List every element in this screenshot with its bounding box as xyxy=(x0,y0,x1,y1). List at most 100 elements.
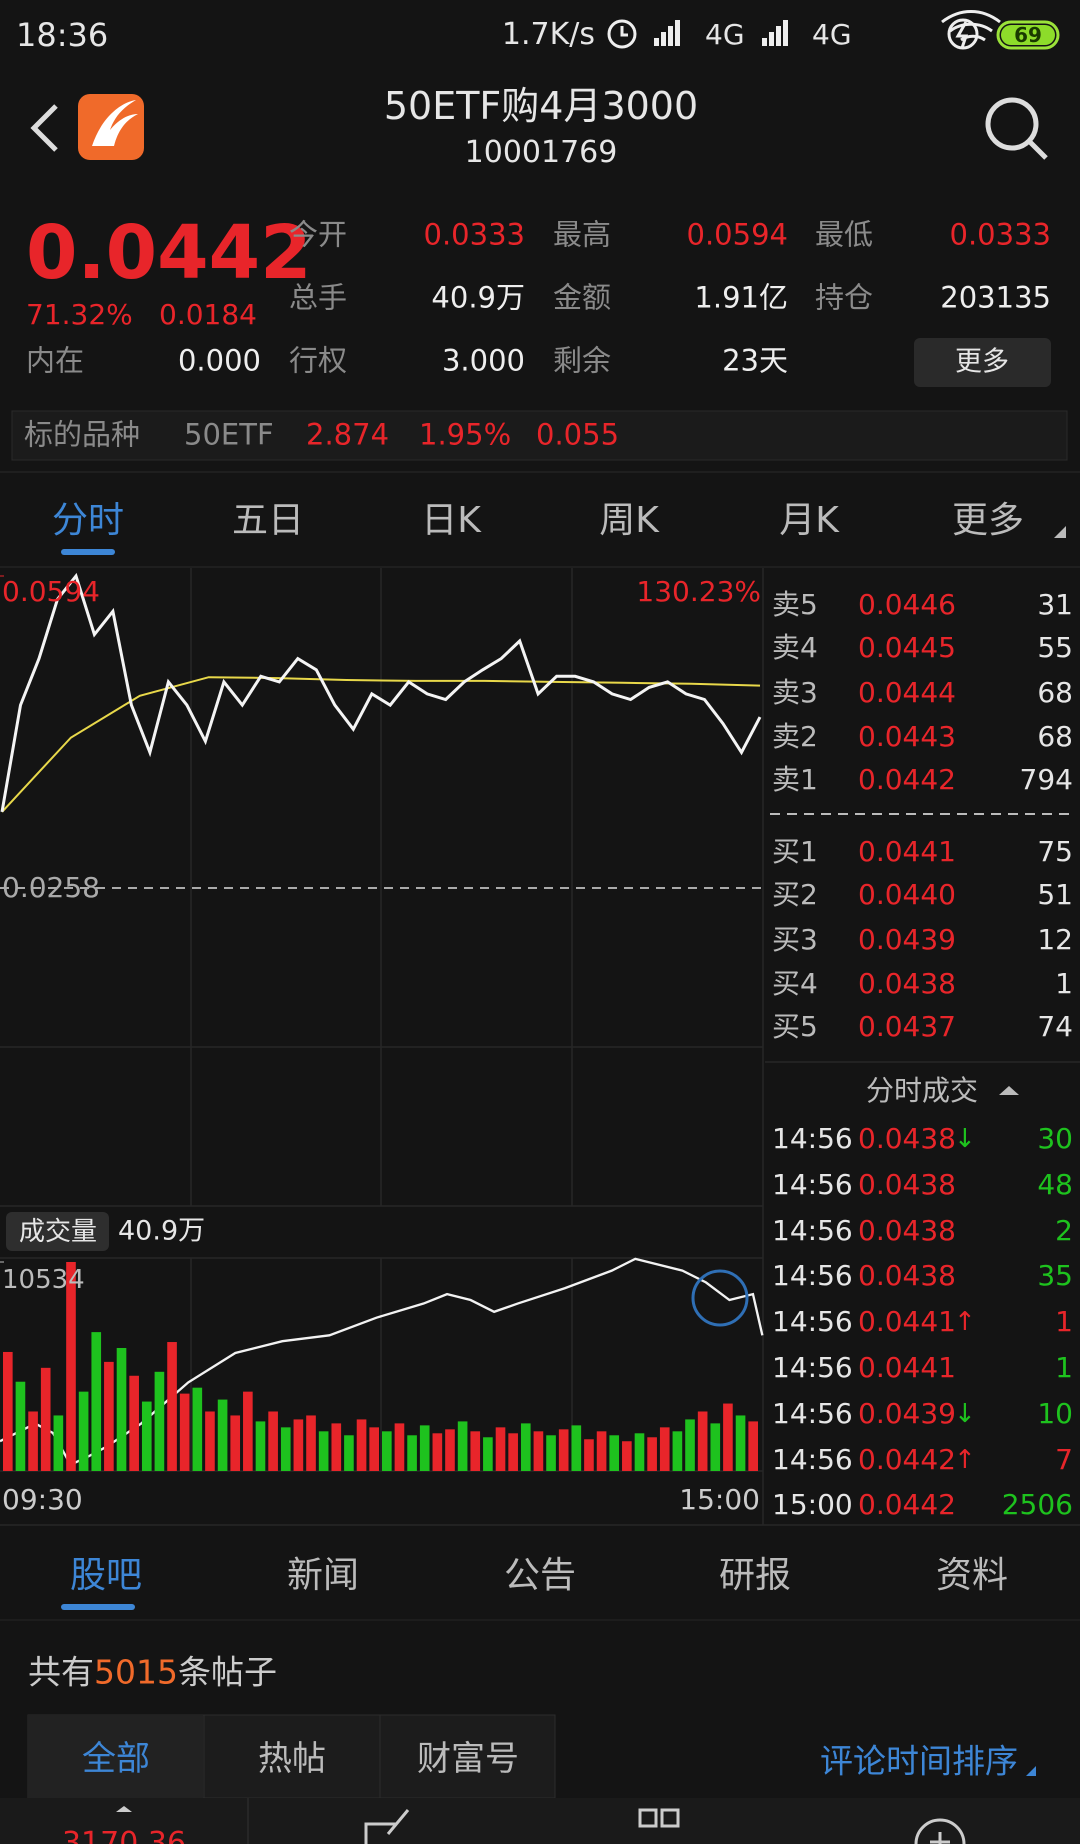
chart-tab[interactable]: 周K xyxy=(599,500,659,541)
volume-bar xyxy=(495,1427,506,1471)
post-count-suffix: 条帖子 xyxy=(178,1652,277,1692)
volume-bar xyxy=(457,1421,468,1471)
trade-qty: 7 xyxy=(1055,1442,1073,1476)
trade-qty: 2 xyxy=(1055,1213,1073,1247)
price-line xyxy=(0,572,762,813)
volume-bar xyxy=(558,1429,569,1471)
volume-bar xyxy=(634,1433,645,1471)
book-label: 卖3 xyxy=(772,676,818,709)
book-qty: 1 xyxy=(1055,967,1073,1000)
volume-total: 40.9万 xyxy=(118,1215,206,1247)
chart-tab[interactable]: 月K xyxy=(779,500,839,541)
book-label: 卖2 xyxy=(772,720,818,753)
last-price: 0.0442 xyxy=(26,210,312,296)
volume-bar xyxy=(710,1423,721,1471)
chart-tab[interactable]: 五日 xyxy=(231,500,305,541)
underlying-name: 50ETF xyxy=(184,417,274,452)
trade-price: 0.0442 xyxy=(858,1488,956,1522)
book-price: 0.0437 xyxy=(858,1010,956,1043)
volume-bar xyxy=(91,1332,102,1471)
filter-tab[interactable]: 财富号 xyxy=(417,1739,519,1779)
volume-bar xyxy=(369,1427,379,1471)
volume-bar xyxy=(280,1427,291,1471)
chart-tab[interactable]: 日K xyxy=(421,500,481,541)
field-value: 0.0333 xyxy=(423,217,525,252)
volume-bar xyxy=(306,1415,316,1471)
status-icons xyxy=(607,10,1060,50)
search-button[interactable] xyxy=(985,97,1048,160)
change: 0.0184 xyxy=(159,298,257,331)
section-tab[interactable]: 股吧 xyxy=(69,1555,143,1596)
book-price: 0.0439 xyxy=(858,923,956,956)
bottom-nav xyxy=(0,1798,1080,1844)
section-tab[interactable]: 资料 xyxy=(935,1555,1009,1596)
book-price: 0.0440 xyxy=(858,878,956,911)
more-button[interactable]: 更多 xyxy=(955,346,1009,378)
volume-bar xyxy=(672,1431,683,1471)
sort-button[interactable]: 评论时间排序 xyxy=(820,1741,1018,1781)
trade-qty: 48 xyxy=(1037,1167,1073,1201)
battery: 69 xyxy=(1014,23,1042,47)
volume-bar xyxy=(40,1367,51,1471)
trade-time: 15:00 xyxy=(772,1488,853,1522)
chart-tab[interactable]: 更多 xyxy=(951,500,1025,541)
section-tab[interactable]: 新闻 xyxy=(286,1555,360,1596)
max-label: 0.0594 xyxy=(2,575,100,608)
field-label: 行权 xyxy=(289,343,348,378)
volume-bar xyxy=(723,1403,733,1471)
volume-bar xyxy=(571,1425,582,1471)
volume-bar xyxy=(318,1431,329,1471)
field-label: 最低 xyxy=(815,217,874,252)
trade-qty: 2506 xyxy=(1001,1488,1073,1522)
post-count-prefix: 共有 xyxy=(28,1652,94,1692)
book-qty: 51 xyxy=(1037,878,1073,911)
field-value: 0.0333 xyxy=(949,217,1051,252)
logo-mark xyxy=(92,100,138,146)
field-value: 23天 xyxy=(722,343,788,378)
volume-bar xyxy=(533,1431,544,1471)
volume-bar xyxy=(28,1411,38,1471)
change-pct: 71.32% xyxy=(26,298,133,331)
book-qty: 68 xyxy=(1037,720,1073,753)
volume-bar xyxy=(255,1421,266,1471)
nav-icons[interactable] xyxy=(364,1808,966,1844)
tab-more-mark xyxy=(1054,526,1066,538)
avg-line xyxy=(1,676,761,813)
volume-bar xyxy=(3,1351,13,1471)
trade-arrow: ↑ xyxy=(954,1444,976,1475)
filter-tab[interactable]: 热帖 xyxy=(258,1739,326,1779)
section-tab[interactable]: 研报 xyxy=(718,1555,792,1596)
chart-grid xyxy=(0,568,1080,1526)
volume-bar xyxy=(129,1375,139,1471)
trade-price: 0.0438 xyxy=(858,1213,956,1247)
book-qty: 31 xyxy=(1037,588,1073,621)
volume-bar xyxy=(483,1437,493,1471)
book-price: 0.0438 xyxy=(858,967,956,1000)
section-tab[interactable]: 公告 xyxy=(503,1555,577,1596)
book-price: 0.0446 xyxy=(858,588,956,621)
more-button[interactable] xyxy=(914,338,1051,387)
volume-bar xyxy=(66,1262,76,1471)
filter-active[interactable] xyxy=(28,1715,203,1798)
volume-bar xyxy=(78,1391,89,1471)
trade-qty: 30 xyxy=(1037,1122,1073,1155)
volume-tag xyxy=(6,1212,109,1251)
trade-arrow: ↑ xyxy=(954,1307,976,1338)
volume-bar xyxy=(192,1387,203,1471)
volume-bar xyxy=(407,1435,417,1471)
refresh-button[interactable] xyxy=(691,1269,749,1327)
volume-bar xyxy=(470,1431,481,1471)
book-price: 0.0444 xyxy=(858,676,956,709)
tab-underline xyxy=(61,549,115,555)
chart-tab[interactable]: 分时 xyxy=(51,500,125,541)
volume-bar xyxy=(697,1411,708,1471)
clock: 18:36 xyxy=(16,16,109,54)
book-qty: 68 xyxy=(1037,676,1073,709)
trades-title: 分时成交 xyxy=(865,1074,979,1107)
network: 4G xyxy=(812,18,852,51)
filter-tab[interactable]: 全部 xyxy=(82,1739,150,1779)
time-end: 15:00 xyxy=(679,1483,760,1516)
field-label: 最高 xyxy=(553,217,612,252)
back-button[interactable] xyxy=(30,104,58,152)
